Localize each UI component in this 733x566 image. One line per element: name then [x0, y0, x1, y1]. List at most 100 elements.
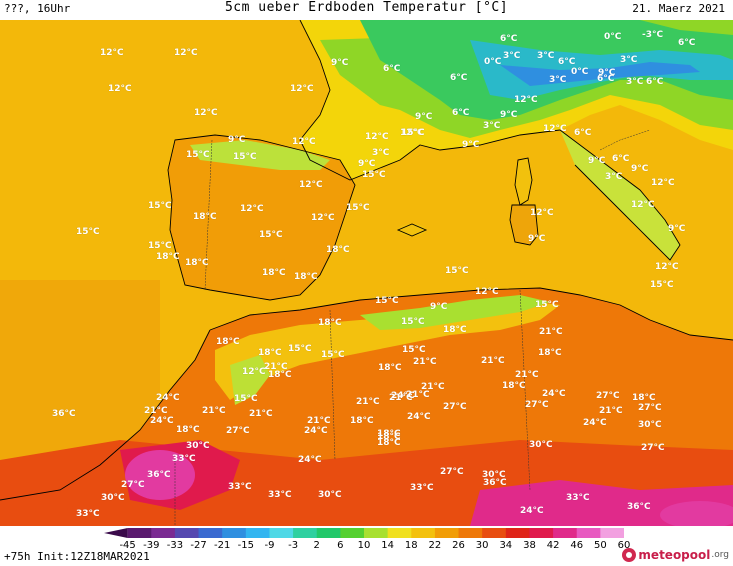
temp-label: 18°C	[294, 272, 318, 282]
iberia-north-coast	[190, 140, 330, 170]
temp-label: 15°C	[288, 344, 312, 354]
iberia-region	[168, 135, 355, 300]
alps-peak-zone	[500, 62, 700, 86]
temp-label: 12°C	[514, 95, 538, 105]
coastlines	[0, 20, 733, 501]
temp-label: 0°C	[604, 32, 622, 42]
scale-tick-label: 46	[570, 540, 584, 551]
temp-label: 36°C	[483, 478, 507, 488]
temp-label: 21°C	[249, 409, 273, 419]
temp-label: 9°C	[500, 110, 518, 120]
temp-label: 33°C	[172, 454, 196, 464]
temp-label: 9°C	[528, 234, 546, 244]
temp-label: 27°C	[121, 480, 145, 490]
temp-label: 27°C	[226, 426, 250, 436]
scale-swatch	[600, 528, 624, 538]
scale-swatch	[151, 528, 176, 538]
temp-label: 15°C	[234, 394, 258, 404]
corsica	[515, 158, 532, 205]
hot-spot-east	[660, 501, 733, 526]
temp-label: 12°C	[631, 200, 655, 210]
temp-label: 24°C	[407, 412, 431, 422]
temp-label: 15°C	[650, 280, 674, 290]
temp-label: 36°C	[147, 470, 171, 480]
temp-label: 0°C	[484, 57, 502, 67]
scale-tick-label: -39	[143, 540, 160, 551]
temp-label: 12°C	[292, 137, 316, 147]
scale-swatch	[174, 528, 200, 538]
temp-label: 18°C	[318, 318, 342, 328]
temp-label: 12°C	[174, 48, 198, 58]
temp-label: 6°C	[558, 57, 576, 67]
temp-label: 3°C	[620, 55, 638, 65]
temp-label: 18°C	[185, 258, 209, 268]
temp-label: 21°C	[539, 327, 563, 337]
scale-tick-label: -3	[288, 540, 299, 551]
init-time-label: +75h Init:12Z18MAR2021	[4, 550, 150, 563]
temp-label: 15°C	[186, 150, 210, 160]
temp-label: 9°C	[415, 112, 433, 122]
scale-tick-label: 60	[617, 540, 631, 551]
scale-swatch	[529, 528, 554, 538]
temp-label: 9°C	[462, 140, 480, 150]
temp-label: 18°C	[378, 363, 402, 373]
atlas-band	[215, 300, 560, 400]
scale-swatch	[340, 528, 365, 538]
temp-label: 3°C	[605, 172, 623, 182]
temp-label: 18°C	[156, 252, 180, 262]
temp-label: 3°C	[503, 51, 521, 61]
meteopool-logo[interactable]: meteopool .org	[622, 547, 729, 563]
temp-label: 36°C	[52, 409, 76, 419]
temp-label: 9°C	[358, 159, 376, 169]
temp-label: 6°C	[574, 128, 592, 138]
scale-tick-label: 30	[475, 540, 489, 551]
temp-label: 24°C	[150, 416, 174, 426]
scale-tick-label: -45	[119, 540, 136, 551]
valid-time-label: ???, 16Uhr	[4, 2, 71, 15]
temp-label: 30°C	[101, 493, 125, 503]
scale-tick-label: 18	[404, 540, 418, 551]
temp-label: 12°C	[108, 84, 132, 94]
temp-label: 3°C	[483, 121, 501, 131]
temp-label: 9°C	[588, 156, 606, 166]
temp-label: 12°C	[311, 213, 335, 223]
temp-label: 15°C	[233, 152, 257, 162]
temp-label: 18°C	[268, 370, 292, 380]
temp-label: 6°C	[452, 108, 470, 118]
scale-swatch	[482, 528, 507, 538]
scale-tick-label: 22	[428, 540, 442, 551]
scale-swatch	[576, 528, 601, 538]
logo-text: meteopool	[638, 548, 711, 562]
scale-swatch	[198, 528, 223, 538]
temp-label: 27°C	[440, 467, 464, 477]
temp-label: 15°C	[402, 345, 426, 355]
temp-label: 15°C	[401, 317, 425, 327]
temp-label: 15°C	[148, 201, 172, 211]
temp-label: 3°C	[626, 77, 644, 87]
scale-swatch	[458, 528, 483, 538]
scale-swatch	[316, 528, 341, 538]
scale-tick-label: 26	[452, 540, 465, 551]
temp-label: 12°C	[299, 180, 323, 190]
temp-label: 9°C	[228, 135, 246, 145]
scale-swatch	[434, 528, 460, 538]
high-atlas-cool	[230, 355, 270, 405]
temp-label: 18°C	[193, 212, 217, 222]
temp-label: 12°C	[290, 84, 314, 94]
temp-label: 3°C	[549, 75, 567, 85]
temp-label: 15°C	[445, 266, 469, 276]
temp-label: 15°C	[362, 170, 386, 180]
canary-island	[35, 507, 41, 513]
temp-label: 33°C	[76, 509, 100, 519]
temp-label: 15°C	[535, 300, 559, 310]
temperature-map: 12°C 12°C 12°C 12°C 9°C 6°C 6°C 6°C 0°C …	[0, 20, 733, 526]
borders	[174, 129, 651, 526]
temp-label: 33°C	[566, 493, 590, 503]
temp-label: 21°C	[599, 406, 623, 416]
temp-label: 30°C	[318, 490, 342, 500]
temp-label: 24°C	[391, 391, 415, 401]
temp-label: 24°C	[520, 506, 544, 516]
temp-label: 12°C	[475, 287, 499, 297]
temp-label: 27°C	[641, 443, 665, 453]
scale-tick-label: -33	[166, 540, 184, 551]
